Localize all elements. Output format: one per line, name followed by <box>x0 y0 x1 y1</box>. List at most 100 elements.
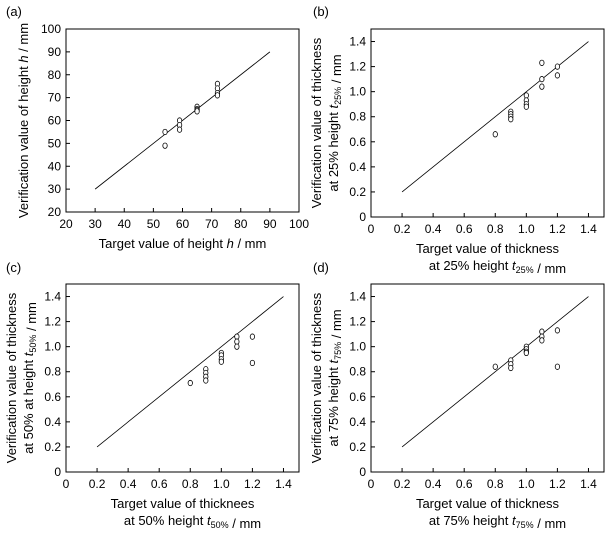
x-tick-label: 1.2 <box>549 222 566 236</box>
y-axis-label: Verification value of thickness <box>309 292 324 463</box>
y-tick-label: 40 <box>48 159 62 173</box>
x-tick-label: 70 <box>205 217 219 231</box>
y-tick-label: 80 <box>48 68 62 82</box>
data-point <box>554 327 561 334</box>
x-tick-label: 50 <box>147 217 161 231</box>
panel-label: (a) <box>6 4 22 19</box>
data-point <box>214 92 221 99</box>
panel-label: (d) <box>313 260 329 275</box>
x-axis-label: at 50% height t50% / mm <box>124 513 261 531</box>
data-point <box>249 359 255 367</box>
y-axis-label: at 75% height t75% / mm <box>326 309 344 446</box>
x-tick-label: 0.8 <box>487 477 504 491</box>
reference-line <box>94 51 271 190</box>
x-tick-label: 0.6 <box>456 477 473 491</box>
x-tick-label: 90 <box>263 217 277 231</box>
data-point <box>554 72 561 79</box>
data-point <box>492 363 498 370</box>
x-axis-label: Target value of thicknees <box>111 496 255 511</box>
x-tick-label: 0.6 <box>151 477 168 491</box>
x-axis-label: Target value of height h / mm <box>99 236 267 251</box>
x-tick-label: 1.2 <box>549 477 566 491</box>
reference-line <box>401 296 589 448</box>
reference-line <box>96 296 284 448</box>
data-point <box>162 142 168 149</box>
data-point <box>539 328 545 335</box>
x-axis-label: at 75% height t75% / mm <box>429 513 566 531</box>
y-axis-label: Verification value of thickness <box>309 37 324 208</box>
y-tick-label: 30 <box>48 182 62 196</box>
data-point <box>554 63 561 70</box>
y-tick-label: 100 <box>41 22 61 36</box>
x-tick-label: 0.4 <box>425 477 442 491</box>
y-axis-label: at 25% height t25% / mm <box>326 54 344 191</box>
y-tick-label: 1.4 <box>349 35 366 49</box>
plot-frame <box>65 283 300 473</box>
x-tick-label: 100 <box>289 217 309 231</box>
panel-label: (b) <box>313 4 329 19</box>
data-point <box>218 358 224 365</box>
x-tick-label: 1.4 <box>580 477 597 491</box>
x-tick-label: 1.0 <box>518 477 535 491</box>
y-tick-label: 0.2 <box>349 440 366 454</box>
data-point <box>539 76 545 83</box>
panel-label: (c) <box>6 260 21 275</box>
y-tick-label: 0 <box>359 210 366 224</box>
x-tick-label: 0.8 <box>182 477 199 491</box>
y-tick-label: 0.2 <box>349 185 366 199</box>
y-tick-label: 0.6 <box>349 390 366 404</box>
y-tick-label: 0.6 <box>44 390 61 404</box>
y-axis-label: Verification value of height h / mm <box>16 23 31 218</box>
x-axis-label: Target value of thickness <box>416 496 560 511</box>
y-axis-label: Verification value of thickness <box>4 292 19 463</box>
data-point <box>194 108 200 115</box>
y-tick-label: 90 <box>48 45 62 59</box>
data-point <box>176 126 183 133</box>
y-tick-label: 1.4 <box>349 290 366 304</box>
x-tick-label: 0 <box>368 477 375 491</box>
data-point <box>554 363 561 370</box>
y-tick-label: 1.0 <box>349 85 366 99</box>
y-tick-label: 1.0 <box>349 340 366 354</box>
y-axis-label: at 50% at height t50% / mm <box>21 302 39 454</box>
y-tick-label: 70 <box>48 91 62 105</box>
y-tick-label: 1.2 <box>44 315 61 329</box>
x-axis-label: Target value of thickness <box>416 241 560 256</box>
x-tick-label: 0.8 <box>487 222 504 236</box>
plot-frame <box>370 28 605 218</box>
x-tick-label: 0 <box>63 477 70 491</box>
data-point <box>523 92 529 99</box>
x-tick-label: 0.4 <box>120 477 137 491</box>
y-tick-label: 60 <box>48 114 62 128</box>
x-tick-label: 20 <box>59 217 73 231</box>
data-point <box>523 103 529 110</box>
x-tick-label: 60 <box>176 217 190 231</box>
y-tick-label: 1.2 <box>349 60 366 74</box>
data-point <box>492 131 498 138</box>
x-tick-label: 30 <box>88 217 102 231</box>
x-tick-label: 1.0 <box>213 477 230 491</box>
data-point <box>523 349 529 357</box>
x-tick-label: 0.2 <box>89 477 106 491</box>
x-tick-label: 1.4 <box>275 477 292 491</box>
y-tick-label: 0.4 <box>349 415 366 429</box>
y-tick-label: 0.6 <box>349 135 366 149</box>
x-tick-label: 0.2 <box>394 222 411 236</box>
x-tick-label: 1.2 <box>244 477 261 491</box>
data-point <box>539 83 545 90</box>
x-tick-label: 0.6 <box>456 222 473 236</box>
y-tick-label: 0.4 <box>44 415 61 429</box>
x-tick-label: 0.2 <box>394 477 411 491</box>
y-tick-label: 50 <box>48 136 62 150</box>
y-tick-label: 1.4 <box>44 290 61 304</box>
y-tick-label: 0.8 <box>44 365 61 379</box>
data-point <box>508 116 514 123</box>
data-point <box>234 343 240 350</box>
y-tick-label: 0.4 <box>349 160 366 174</box>
y-tick-label: 0 <box>54 465 61 479</box>
data-point <box>539 337 545 344</box>
y-tick-label: 0.8 <box>349 110 366 124</box>
x-tick-label: 80 <box>234 217 248 231</box>
data-point <box>539 59 545 66</box>
